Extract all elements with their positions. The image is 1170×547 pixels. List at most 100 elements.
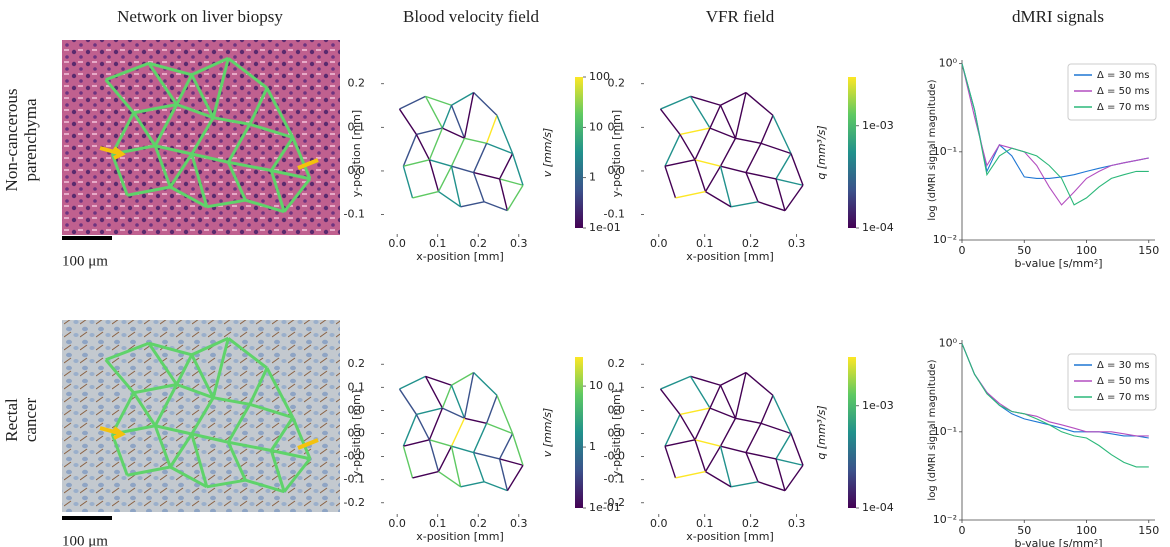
colorbar-label: q [mm³/s] (815, 125, 828, 179)
y-axis-label: log (dMRI signal magnitude) (927, 359, 938, 500)
network-edge (664, 439, 696, 447)
network-edge (689, 375, 711, 409)
legend-label: Δ = 70 ms (1097, 102, 1149, 113)
network-edge (719, 104, 737, 139)
x-tick-label: 0 (959, 244, 966, 257)
network-edge (415, 134, 431, 161)
network-edge (154, 424, 193, 436)
x-axis-label: x-position [mm] (686, 530, 774, 543)
network-edge (496, 115, 514, 154)
network-edge (735, 137, 762, 145)
network-edge (486, 142, 513, 155)
y-axis-label: log (dMRI signal magnitude) (927, 79, 938, 220)
arrow (99, 426, 126, 440)
network-edge (450, 166, 462, 207)
network-edge (227, 337, 268, 370)
network-edge (441, 384, 453, 409)
network-edge (498, 458, 509, 491)
y-tick-label: -0.1 (604, 208, 625, 221)
network-edge (659, 388, 681, 415)
column-title: dMRI signals (1012, 7, 1104, 26)
network-edge (176, 383, 214, 400)
x-tick-label: 150 (1138, 244, 1159, 257)
y-tick-label: -0.1 (344, 473, 365, 486)
network-edge (428, 407, 444, 441)
network-edge (226, 123, 252, 163)
network-edge (190, 354, 215, 399)
network-edge (499, 178, 524, 186)
column-title: Blood velocity field (403, 7, 539, 26)
network-edge (450, 446, 462, 487)
network-edge (451, 445, 474, 454)
y-tick-label: 0.0 (608, 164, 626, 177)
colorbar-label: q [mm³/s] (815, 405, 828, 459)
network-edge (675, 470, 706, 479)
network-edge (719, 446, 732, 488)
network-edge (772, 395, 792, 434)
network-edge (675, 190, 706, 199)
network-edge (110, 153, 129, 196)
x-tick-label: 0.1 (696, 517, 714, 530)
x-tick-label: 0.0 (388, 517, 406, 530)
network-edge (719, 417, 737, 447)
signal-line (961, 343, 1149, 437)
network-edge (291, 416, 312, 460)
network-edge (245, 198, 285, 214)
signal-line (961, 343, 1149, 468)
y-tick-label: 0.1 (348, 380, 366, 393)
network-edge (775, 458, 804, 466)
y-tick-label: 0.2 (608, 77, 626, 90)
network-edge (398, 388, 417, 415)
x-tick-label: 0.2 (469, 237, 487, 250)
y-tick-label: 0.0 (348, 164, 366, 177)
network-edge (694, 407, 711, 441)
network-edge (757, 201, 786, 212)
network-edge (270, 449, 311, 461)
network-edge (191, 152, 229, 164)
network-edge (790, 433, 804, 466)
network-edge (153, 383, 179, 427)
network-edge (451, 371, 474, 386)
scale-bar-label: 100 μm (62, 253, 108, 269)
network-edge (709, 127, 736, 139)
network-edge (511, 153, 524, 186)
network-edge (464, 137, 487, 145)
network-edge (694, 127, 711, 161)
network-edge (402, 414, 418, 447)
colorbar-tick-label: 1e-01 (589, 221, 621, 234)
network-edge (104, 358, 135, 394)
network-edge (734, 372, 747, 419)
y-tick-label: 0.1 (608, 120, 626, 133)
network-edge (147, 342, 178, 386)
x-axis-label: b-value [s/mm²] (1014, 257, 1102, 270)
network-edge (760, 395, 774, 424)
network-edge (191, 432, 229, 444)
network-edge (211, 57, 230, 119)
network-edge (441, 104, 453, 129)
network-edge (169, 185, 208, 209)
network-edge (485, 115, 498, 144)
network-edge (694, 159, 721, 167)
row-label-line: parenchyma (21, 98, 40, 182)
x-tick-label: 0.2 (469, 517, 487, 530)
network-edge (412, 190, 439, 199)
legend-box (1067, 63, 1157, 121)
network-edge (429, 159, 452, 167)
column-title: Network on liver biopsy (117, 7, 283, 26)
x-tick-label: 0.3 (510, 237, 528, 250)
network-edge (147, 62, 178, 106)
network-edge (506, 464, 524, 492)
network-edge (227, 57, 268, 90)
network-edge (190, 433, 209, 488)
x-tick-label: 0.0 (650, 517, 668, 530)
network-edge (168, 433, 194, 468)
network-edge (664, 414, 681, 447)
x-tick-label: 0.2 (742, 517, 760, 530)
y-tick-label: 10⁻² (933, 513, 957, 526)
network-edge (694, 439, 721, 447)
colorbar (848, 77, 856, 228)
network-edge (442, 407, 465, 419)
network-edge (745, 171, 777, 180)
network-edge (664, 159, 696, 167)
network-edge (412, 470, 439, 479)
